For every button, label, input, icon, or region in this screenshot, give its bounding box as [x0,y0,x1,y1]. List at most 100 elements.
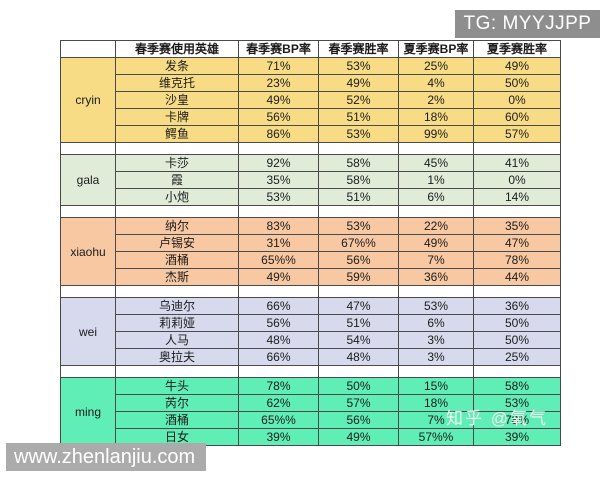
value-cell: 50% [473,331,561,349]
table-row: 莉莉娅 56% 51% 6% 50% [61,314,561,332]
value-cell: 7% [398,251,474,269]
table-header-row: 春季赛使用英雄 春季赛BP率 春季赛胜率 夏季赛BP率 夏季赛胜率 [60,40,561,58]
value-cell: 56% [238,314,319,332]
value-cell: 54% [318,331,399,349]
table-row: 日女 39% 49% 57%% 39% [61,428,561,446]
value-cell: 51% [318,108,399,126]
value-cell: 57% [318,394,399,412]
value-cell: 45% [398,154,474,172]
table-row: cryin 发条 71% 53% 25% 49% [60,57,561,143]
value-cell: 51% [318,314,399,332]
hero-cell: 芮尔 [115,394,239,412]
hero-cell: 莉莉娅 [115,314,239,332]
hero-cell: 小炮 [115,188,239,206]
value-cell: 23% [238,74,319,92]
value-cell: 47% [318,297,399,315]
value-cell: 3% [398,331,474,349]
gap-cell [473,285,561,298]
gap-cell [318,142,399,155]
tg-badge: TG: MYYJJPP [455,10,600,38]
value-cell: 67%% [318,234,399,252]
hero-cell: 杰斯 [115,268,239,286]
gap-cell [60,205,116,218]
player-cell-ming: ming [60,377,116,446]
value-cell: 35% [238,171,319,189]
column-header-1: 春季赛使用英雄 [115,40,239,58]
value-cell: 31% [238,234,319,252]
player-cell-wei: wei [60,297,116,366]
value-cell: 58% [318,171,399,189]
value-cell: 53% [238,188,319,206]
value-cell: 53% [398,297,474,315]
value-cell: 3% [398,348,474,366]
value-cell: 36% [398,268,474,286]
player-cell-gala: gala [60,154,116,206]
value-cell: 36% [473,297,561,315]
hero-cell: 牛头 [115,377,239,395]
table-row: ming 牛头 78% 50% 15% 58% [60,377,561,446]
gap-cell [238,205,319,218]
hero-cell: 日女 [115,428,239,446]
gap-cell [318,205,399,218]
website-url: www.zhenlanjiu.com [14,446,196,468]
value-cell: 50% [473,74,561,92]
value-cell: 48% [238,331,319,349]
value-cell: 49% [238,268,319,286]
column-header-4: 夏季赛BP率 [398,40,474,58]
gap-cell [398,205,474,218]
value-cell: 44% [473,268,561,286]
column-header-0 [60,40,116,58]
tg-badge-label: TG: MYYJJPP [463,13,592,34]
table-row: 卢锡安 31% 67%% 49% 47% [61,234,561,252]
value-cell: 4% [398,74,474,92]
gap-cell [115,285,239,298]
value-cell: 53% [318,125,399,143]
value-cell: 41% [473,154,561,172]
website-bar: www.zhenlanjiu.com [6,443,206,471]
table-row: 小炮 53% 51% 6% 14% [61,188,561,206]
value-cell: 50% [473,314,561,332]
table-row: 沙皇 49% 52% 2% 0% [61,91,561,109]
gap-cell [398,142,474,155]
gap-cell [398,365,474,378]
hero-cell: 卡莎 [115,154,239,172]
gap-cell [318,285,399,298]
value-cell: 25% [473,348,561,366]
value-cell: 60% [473,108,561,126]
gap-cell [115,142,239,155]
value-cell: 53% [318,57,399,75]
gap-cell [238,365,319,378]
value-cell: 58% [473,377,561,395]
value-cell: 62% [238,394,319,412]
value-cell: 49% [318,428,399,446]
value-cell: 71% [238,57,319,75]
value-cell: 22% [398,217,474,235]
value-cell: 6% [398,188,474,206]
gap-cell [238,285,319,298]
value-cell: 66% [238,297,319,315]
value-cell: 6% [398,314,474,332]
hero-cell: 人马 [115,331,239,349]
value-cell: 25% [398,57,474,75]
table-row: 人马 48% 54% 3% 50% [61,331,561,349]
section-gap-row [60,142,561,155]
value-cell: 48% [318,348,399,366]
value-cell: 78% [473,251,561,269]
value-cell: 51% [318,188,399,206]
gap-cell [473,142,561,155]
hero-cell: 维克托 [115,74,239,92]
table-row: 霞 35% 58% 1% 0% [61,171,561,189]
value-cell: 59% [318,268,399,286]
value-cell: 35% [473,217,561,235]
value-cell: 39% [238,428,319,446]
gap-cell [473,365,561,378]
gap-cell [473,205,561,218]
value-cell: 65%% [238,411,319,429]
table-row: 卡牌 56% 51% 18% 60% [61,108,561,126]
value-cell: 49% [473,57,561,75]
value-cell: 14% [473,188,561,206]
gap-cell [115,365,239,378]
player-cell-cryin: cryin [60,57,116,143]
table-row: xiaohu 纳尔 83% 53% 22% 35% [60,217,561,286]
